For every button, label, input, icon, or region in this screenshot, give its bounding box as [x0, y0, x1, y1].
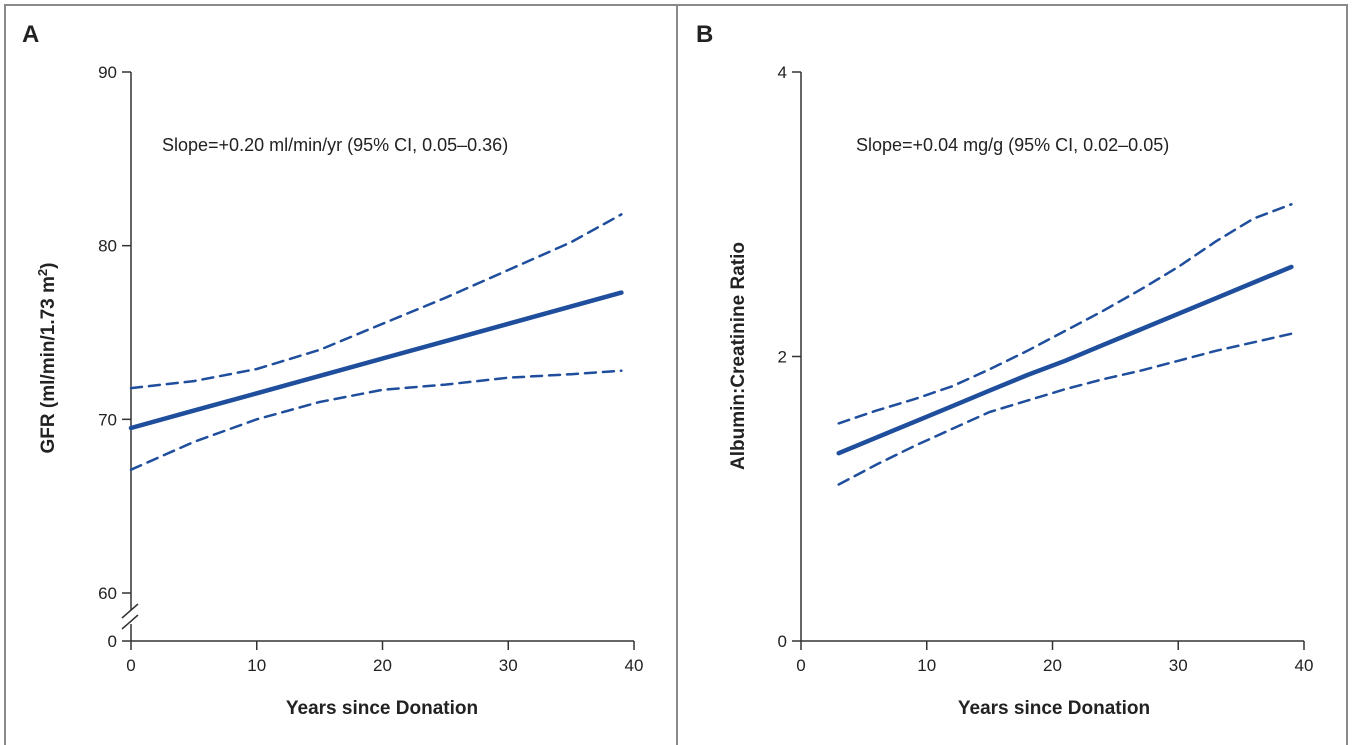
axes-b	[800, 72, 1304, 642]
y-tick-label: 70	[98, 410, 117, 429]
axis-break-a	[121, 603, 139, 630]
y-tick-label: 60	[98, 584, 117, 603]
panel-letter-a: A	[22, 21, 39, 48]
upper-ci-line-a	[129, 213, 623, 390]
series-group-b	[836, 203, 1294, 486]
y-tick-label: 90	[98, 63, 117, 82]
series-group-a	[128, 213, 624, 471]
x-tick-labels-b: 0 10 20 30 40	[796, 641, 1313, 675]
x-tick-label: 10	[247, 656, 266, 675]
panel-divider	[676, 4, 678, 745]
x-axis-title-a: Years since Donation	[286, 698, 478, 719]
x-axis-title-b: Years since Donation	[958, 698, 1150, 719]
y-tick-labels-a: 60 70 80 90 0	[98, 63, 131, 651]
upper-ci-line-b	[837, 203, 1293, 425]
estimate-line-a	[128, 290, 624, 431]
x-tick-label: 10	[917, 656, 936, 675]
y-axis-title-a: GFR (ml/min/1.73 m2)	[35, 263, 59, 454]
axis-break-slash	[121, 603, 139, 619]
slope-annotation-a: Slope=+0.20 ml/min/yr (95% CI, 0.05–0.36…	[162, 135, 508, 155]
y-tick-label: 2	[778, 348, 787, 367]
x-tick-label: 40	[1295, 656, 1314, 675]
panel-letter-b: B	[696, 21, 713, 48]
lower-ci-line-a	[129, 369, 623, 471]
y-tick-label: 80	[98, 237, 117, 256]
lower-ci-line-b	[837, 332, 1293, 486]
axes-a	[121, 72, 634, 642]
x-tick-label: 20	[373, 656, 392, 675]
y-axis-title-b: Albumin:Creatinine Ratio	[728, 242, 749, 470]
estimate-line-b	[836, 264, 1294, 456]
axis-break-slash	[121, 614, 139, 630]
slope-annotation-b: Slope=+0.04 mg/g (95% CI, 0.02–0.05)	[856, 135, 1169, 155]
x-tick-label: 0	[126, 656, 135, 675]
x-tick-label: 30	[1169, 656, 1188, 675]
x-tick-label: 40	[625, 656, 644, 675]
x-tick-labels-a: 0 10 20 30 40	[126, 641, 643, 675]
y-tick-label: 0	[778, 632, 787, 651]
y-tick-label: 4	[778, 63, 787, 82]
y-tick-labels-b: 0 2 4	[778, 63, 801, 651]
x-tick-label: 0	[796, 656, 805, 675]
y-tick-label-zero: 0	[108, 632, 117, 651]
x-tick-label: 20	[1043, 656, 1062, 675]
panel-a-chart: A Slope=+0.20 ml/min/yr (95% CI, 0.05–0.…	[22, 21, 643, 719]
x-tick-label: 30	[499, 656, 518, 675]
panel-b-chart: B Slope=+0.04 mg/g (95% CI, 0.02–0.05) 0…	[696, 21, 1313, 719]
